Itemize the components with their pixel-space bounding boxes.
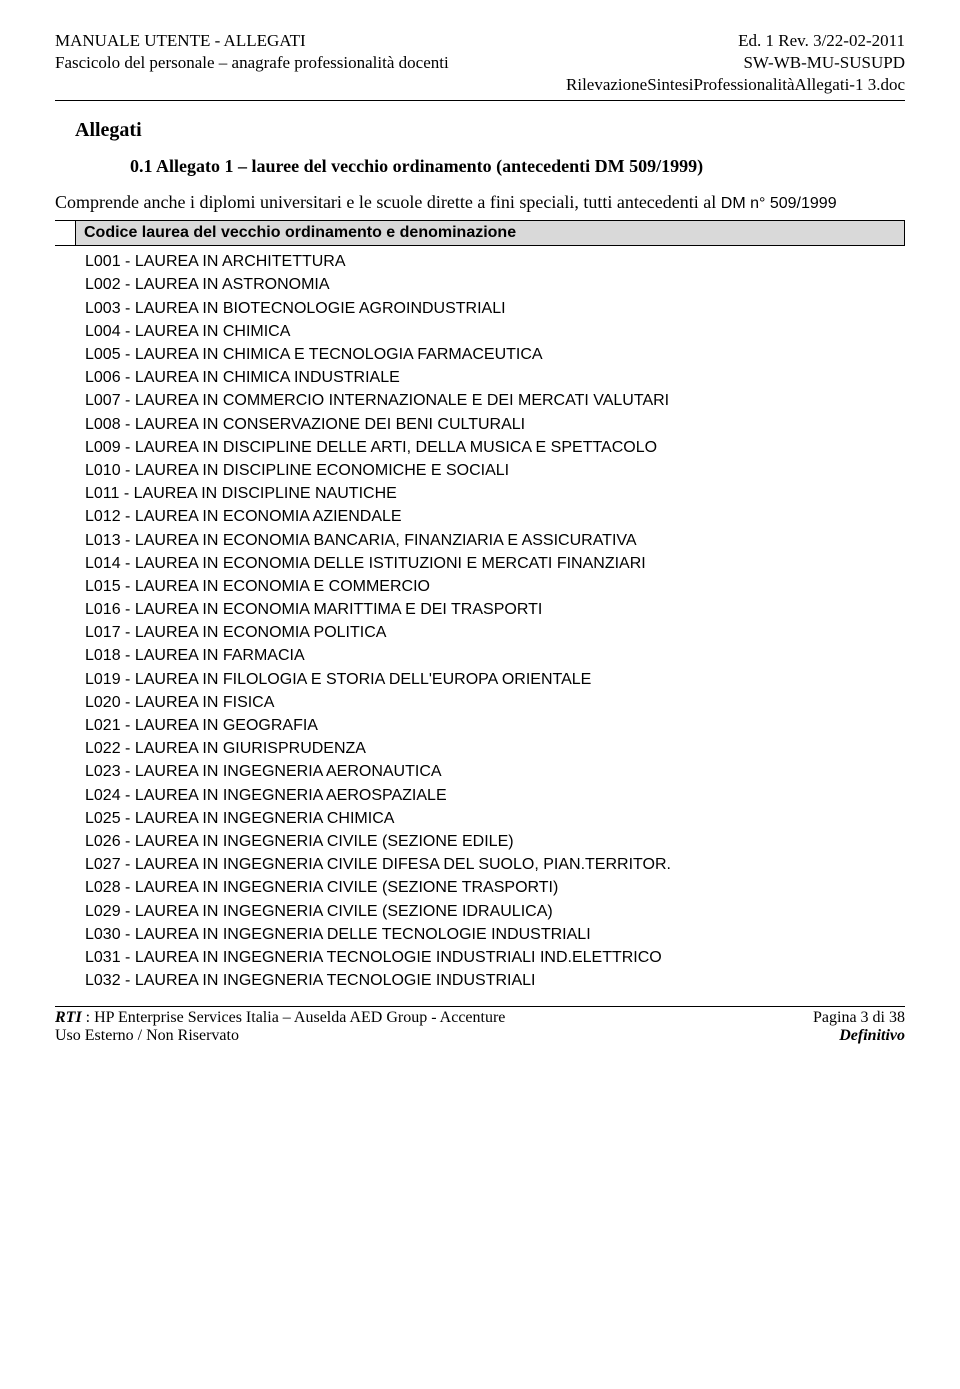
list-item: L027 - LAUREA IN INGEGNERIA CIVILE DIFES… [85, 853, 905, 876]
list-item: L023 - LAUREA IN INGEGNERIA AERONAUTICA [85, 760, 905, 783]
table-header-row: Codice laurea del vecchio ordinamento e … [55, 220, 905, 246]
header-right-line3: RilevazioneSintesiProfessionalitàAllegat… [566, 74, 905, 96]
list-item: L024 - LAUREA IN INGEGNERIA AEROSPAZIALE [85, 784, 905, 807]
footer-page-number: Pagina 3 di 38 [813, 1009, 905, 1027]
footer-rti-label: RTI [55, 1009, 82, 1026]
footer-status: Definitivo [813, 1027, 905, 1045]
page-footer: RTI : HP Enterprise Services Italia – Au… [55, 1009, 905, 1045]
list-item: L014 - LAUREA IN ECONOMIA DELLE ISTITUZI… [85, 552, 905, 575]
list-item: L030 - LAUREA IN INGEGNERIA DELLE TECNOL… [85, 923, 905, 946]
list-item: L011 - LAUREA IN DISCIPLINE NAUTICHE [85, 482, 905, 505]
intro-text: Comprende anche i diplomi universitari e… [55, 192, 721, 212]
page-header: MANUALE UTENTE - ALLEGATI Fascicolo del … [55, 30, 905, 96]
list-item: L021 - LAUREA IN GEOGRAFIA [85, 714, 905, 737]
list-item: L004 - LAUREA IN CHIMICA [85, 320, 905, 343]
list-item: L016 - LAUREA IN ECONOMIA MARITTIMA E DE… [85, 598, 905, 621]
header-left-line2: Fascicolo del personale – anagrafe profe… [55, 52, 449, 74]
section-title: Allegati [75, 119, 905, 142]
list-item: L015 - LAUREA IN ECONOMIA E COMMERCIO [85, 575, 905, 598]
list-item: L003 - LAUREA IN BIOTECNOLOGIE AGROINDUS… [85, 297, 905, 320]
footer-left: RTI : HP Enterprise Services Italia – Au… [55, 1009, 505, 1045]
header-right-line2: SW-WB-MU-SUSUPD [566, 52, 905, 74]
items-list: L001 - LAUREA IN ARCHITETTURAL002 - LAUR… [85, 250, 905, 992]
footer-rule [55, 1006, 905, 1007]
list-item: L020 - LAUREA IN FISICA [85, 691, 905, 714]
intro-paragraph: Comprende anche i diplomi universitari e… [55, 191, 905, 214]
list-item: L017 - LAUREA IN ECONOMIA POLITICA [85, 621, 905, 644]
list-item: L025 - LAUREA IN INGEGNERIA CHIMICA [85, 807, 905, 830]
list-item: L032 - LAUREA IN INGEGNERIA TECNOLOGIE I… [85, 969, 905, 992]
intro-dm-ref: DM n° 509/1999 [721, 195, 837, 212]
list-item: L006 - LAUREA IN CHIMICA INDUSTRIALE [85, 366, 905, 389]
header-left-line1: MANUALE UTENTE - ALLEGATI [55, 30, 449, 52]
list-item: L012 - LAUREA IN ECONOMIA AZIENDALE [85, 505, 905, 528]
header-rule [55, 100, 905, 101]
list-item: L018 - LAUREA IN FARMACIA [85, 644, 905, 667]
list-item: L010 - LAUREA IN DISCIPLINE ECONOMICHE E… [85, 459, 905, 482]
footer-left-line2: Uso Esterno / Non Riservato [55, 1027, 505, 1045]
footer-left-line1: RTI : HP Enterprise Services Italia – Au… [55, 1009, 505, 1027]
list-item: L029 - LAUREA IN INGEGNERIA CIVILE (SEZI… [85, 900, 905, 923]
list-item: L002 - LAUREA IN ASTRONOMIA [85, 273, 905, 296]
list-item: L031 - LAUREA IN INGEGNERIA TECNOLOGIE I… [85, 946, 905, 969]
list-item: L005 - LAUREA IN CHIMICA E TECNOLOGIA FA… [85, 343, 905, 366]
sub-section-title: 0.1 Allegato 1 – lauree del vecchio ordi… [130, 156, 905, 177]
list-item: L026 - LAUREA IN INGEGNERIA CIVILE (SEZI… [85, 830, 905, 853]
footer-right: Pagina 3 di 38 Definitivo [813, 1009, 905, 1045]
table-header-cell: Codice laurea del vecchio ordinamento e … [75, 220, 905, 246]
header-left: MANUALE UTENTE - ALLEGATI Fascicolo del … [55, 30, 449, 96]
list-item: L007 - LAUREA IN COMMERCIO INTERNAZIONAL… [85, 389, 905, 412]
footer-left-rest: : HP Enterprise Services Italia – Auseld… [82, 1009, 506, 1026]
list-item: L028 - LAUREA IN INGEGNERIA CIVILE (SEZI… [85, 876, 905, 899]
list-item: L013 - LAUREA IN ECONOMIA BANCARIA, FINA… [85, 529, 905, 552]
list-item: L019 - LAUREA IN FILOLOGIA E STORIA DELL… [85, 668, 905, 691]
list-item: L008 - LAUREA IN CONSERVAZIONE DEI BENI … [85, 413, 905, 436]
list-item: L001 - LAUREA IN ARCHITETTURA [85, 250, 905, 273]
table-header-spacer [55, 220, 75, 246]
header-right-line1: Ed. 1 Rev. 3/22-02-2011 [566, 30, 905, 52]
header-right: Ed. 1 Rev. 3/22-02-2011 SW-WB-MU-SUSUPD … [566, 30, 905, 96]
list-item: L009 - LAUREA IN DISCIPLINE DELLE ARTI, … [85, 436, 905, 459]
list-item: L022 - LAUREA IN GIURISPRUDENZA [85, 737, 905, 760]
